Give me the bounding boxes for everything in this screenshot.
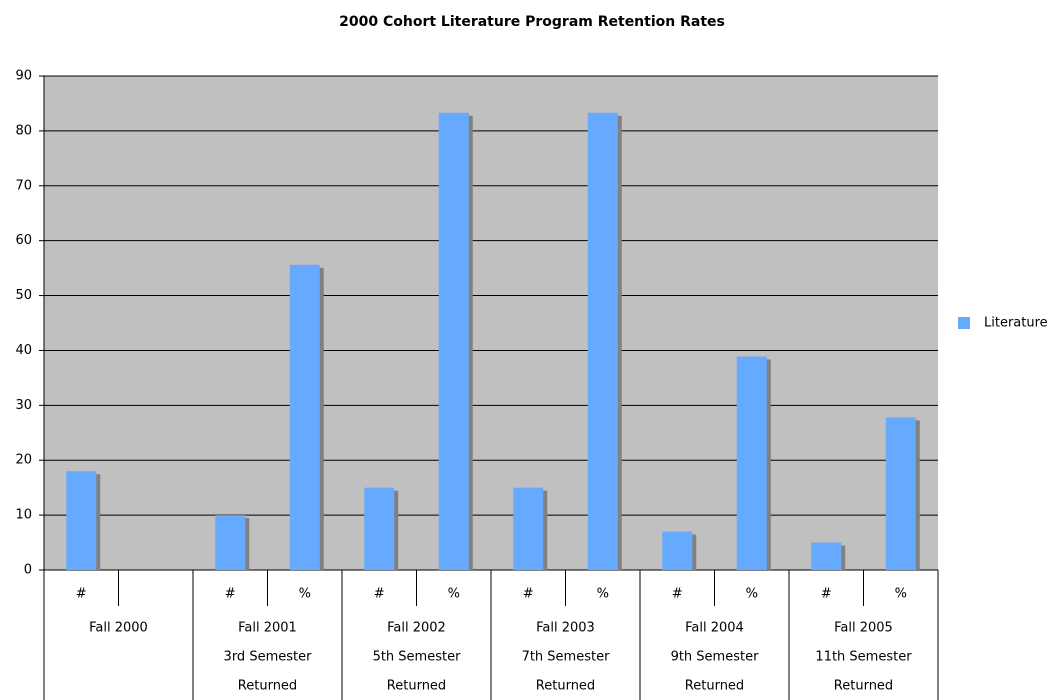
chart-title: 2000 Cohort Literature Program Retention… — [339, 14, 725, 30]
x-tick-label: % — [895, 587, 907, 602]
bar — [215, 515, 246, 570]
bar — [289, 264, 320, 570]
group-label: Returned — [685, 679, 744, 694]
y-tick-label: 80 — [15, 123, 32, 138]
plot-area — [44, 76, 938, 570]
x-tick-label: # — [76, 587, 87, 602]
group-label: Fall 2004 — [685, 621, 744, 636]
legend-label: Literature — [984, 316, 1048, 331]
legend-swatch — [958, 317, 970, 329]
x-tick-label: # — [523, 587, 534, 602]
group-label: 5th Semester — [373, 650, 462, 665]
group-label: Fall 2005 — [834, 621, 893, 636]
x-tick-label: % — [299, 587, 311, 602]
group-label: Returned — [536, 679, 595, 694]
bar — [438, 112, 469, 570]
y-tick-label: 0 — [24, 563, 32, 578]
group-label: 7th Semester — [522, 650, 611, 665]
group-label: Fall 2003 — [536, 621, 595, 636]
group-label: Fall 2000 — [89, 621, 148, 636]
y-tick-label: 40 — [15, 343, 32, 358]
group-label: Returned — [238, 679, 297, 694]
y-tick-label: 10 — [15, 508, 32, 523]
x-tick-label: % — [448, 587, 460, 602]
group-label: Returned — [834, 679, 893, 694]
y-tick-label: 90 — [15, 69, 32, 84]
bar — [885, 417, 916, 570]
x-tick-label: # — [374, 587, 385, 602]
x-tick-label: % — [746, 587, 758, 602]
y-tick-label: 30 — [15, 398, 32, 413]
y-tick-label: 50 — [15, 288, 32, 303]
bar — [811, 542, 842, 570]
group-label: Fall 2001 — [238, 621, 297, 636]
x-tick-label: # — [821, 587, 832, 602]
bar — [513, 487, 544, 570]
bar — [662, 531, 693, 570]
x-tick-label: # — [672, 587, 683, 602]
bar — [587, 112, 618, 570]
group-label: Fall 2002 — [387, 621, 446, 636]
y-tick-label: 20 — [15, 453, 32, 468]
bar — [736, 356, 767, 570]
y-tick-label: 70 — [15, 178, 32, 193]
bar — [364, 487, 395, 570]
bar — [66, 471, 97, 570]
group-label: 9th Semester — [671, 650, 760, 665]
group-label: 3rd Semester — [224, 650, 313, 665]
x-tick-label: # — [225, 587, 236, 602]
group-label: Returned — [387, 679, 446, 694]
group-label: 11th Semester — [815, 650, 912, 665]
y-tick-label: 60 — [15, 233, 32, 248]
x-tick-label: % — [597, 587, 609, 602]
